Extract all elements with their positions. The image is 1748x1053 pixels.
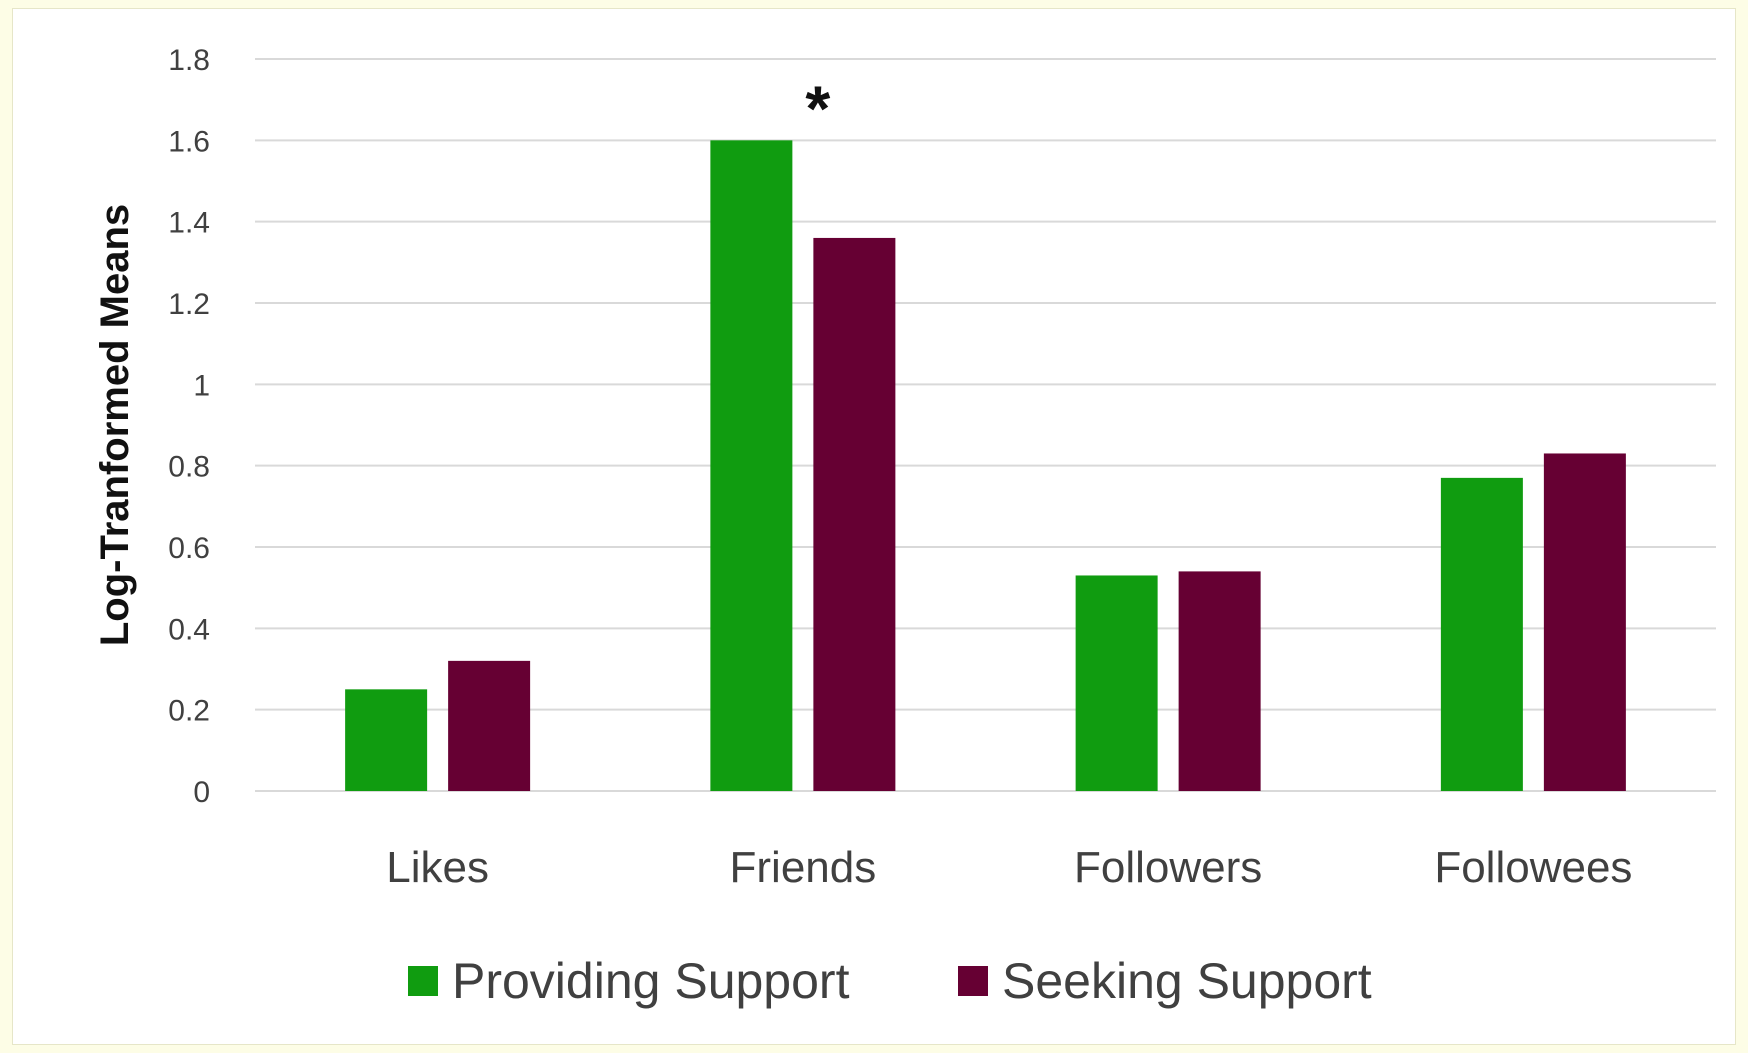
bar-friends-providing-support [710, 140, 793, 792]
y-tick-label: 0.4 [168, 613, 210, 646]
bar-likes-providing-support [345, 689, 428, 791]
legend-label: Providing Support [452, 953, 850, 1009]
y-tick-label: 0.2 [168, 695, 210, 728]
bar-friends-seeking-support [813, 237, 896, 791]
y-tick-label: 0 [193, 776, 210, 809]
y-tick-label: 1.2 [168, 288, 210, 321]
y-tick-label: 1 [193, 369, 210, 402]
bar-likes-seeking-support [448, 660, 531, 791]
y-tick-label: 1.6 [168, 125, 210, 158]
y-tick-label: 0.6 [168, 532, 210, 565]
x-tick-label: Followers [1074, 843, 1262, 892]
y-tick-labels: 0 0.2 0.4 0.6 0.8 1 1.2 1.4 1.6 1.8 [168, 44, 210, 809]
bar-followees-seeking-support [1543, 453, 1626, 791]
legend-swatch [958, 966, 988, 996]
x-tick-label: Followees [1434, 843, 1632, 892]
y-tick-label: 0.8 [168, 451, 210, 484]
bar-followers-providing-support [1075, 575, 1158, 791]
bar-followees-providing-support [1440, 477, 1523, 791]
legend: Providing Support Seeking Support [408, 953, 1372, 1009]
legend-swatch [408, 966, 438, 996]
legend-label: Seeking Support [1002, 953, 1372, 1009]
bars [345, 140, 1626, 792]
x-tick-label: Likes [386, 843, 489, 892]
y-tick-label: 1.4 [168, 207, 210, 240]
bar-followers-seeking-support [1178, 571, 1261, 791]
x-tick-label: Friends [730, 843, 877, 892]
y-tick-label: 1.8 [168, 44, 210, 77]
y-axis-label: Log-Tranformed Means [93, 204, 137, 646]
significance-marker: * [805, 72, 830, 144]
x-tick-labels: Likes Friends Followers Followees [386, 843, 1632, 892]
annotations: * [805, 72, 830, 144]
